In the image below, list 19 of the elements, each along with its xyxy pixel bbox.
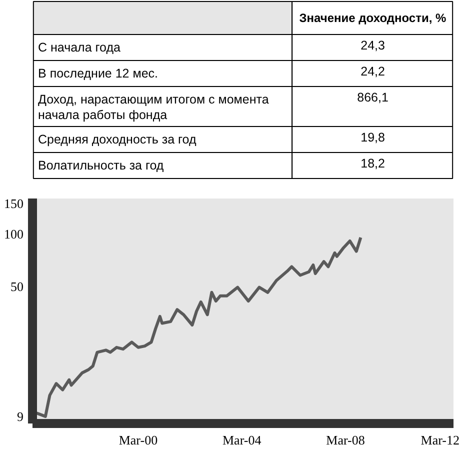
category-label: В последние 12 мес. (38, 66, 158, 80)
y-tick-label: 100 (4, 226, 24, 242)
category-label: С начала года (38, 40, 121, 54)
category-label: Доход, нарастающим итогом с момента начала работы фонда (38, 92, 269, 122)
y-tick-label: 150 (4, 196, 24, 211)
data-label: 866,1 (357, 90, 388, 104)
data-label: 18,2 (360, 156, 385, 170)
category-label: Волатильность за год (38, 158, 164, 172)
category-label: Средняя доходность за год (38, 132, 197, 146)
y-tick-label: 50 (10, 279, 24, 294)
x-tick-label: Mar-08 (326, 432, 365, 448)
x-tick-label: Mar-04 (222, 432, 262, 448)
y-tick-label: 9 (17, 408, 24, 424)
data-label: 24,2 (360, 64, 385, 78)
data-label: 19,8 (360, 130, 385, 144)
x-tick-label: Mar-00 (118, 432, 158, 448)
x-tick-label: Mar-12 (420, 432, 459, 448)
data-label: 24,3 (360, 38, 385, 52)
text: Значение доходности, % (299, 11, 446, 25)
